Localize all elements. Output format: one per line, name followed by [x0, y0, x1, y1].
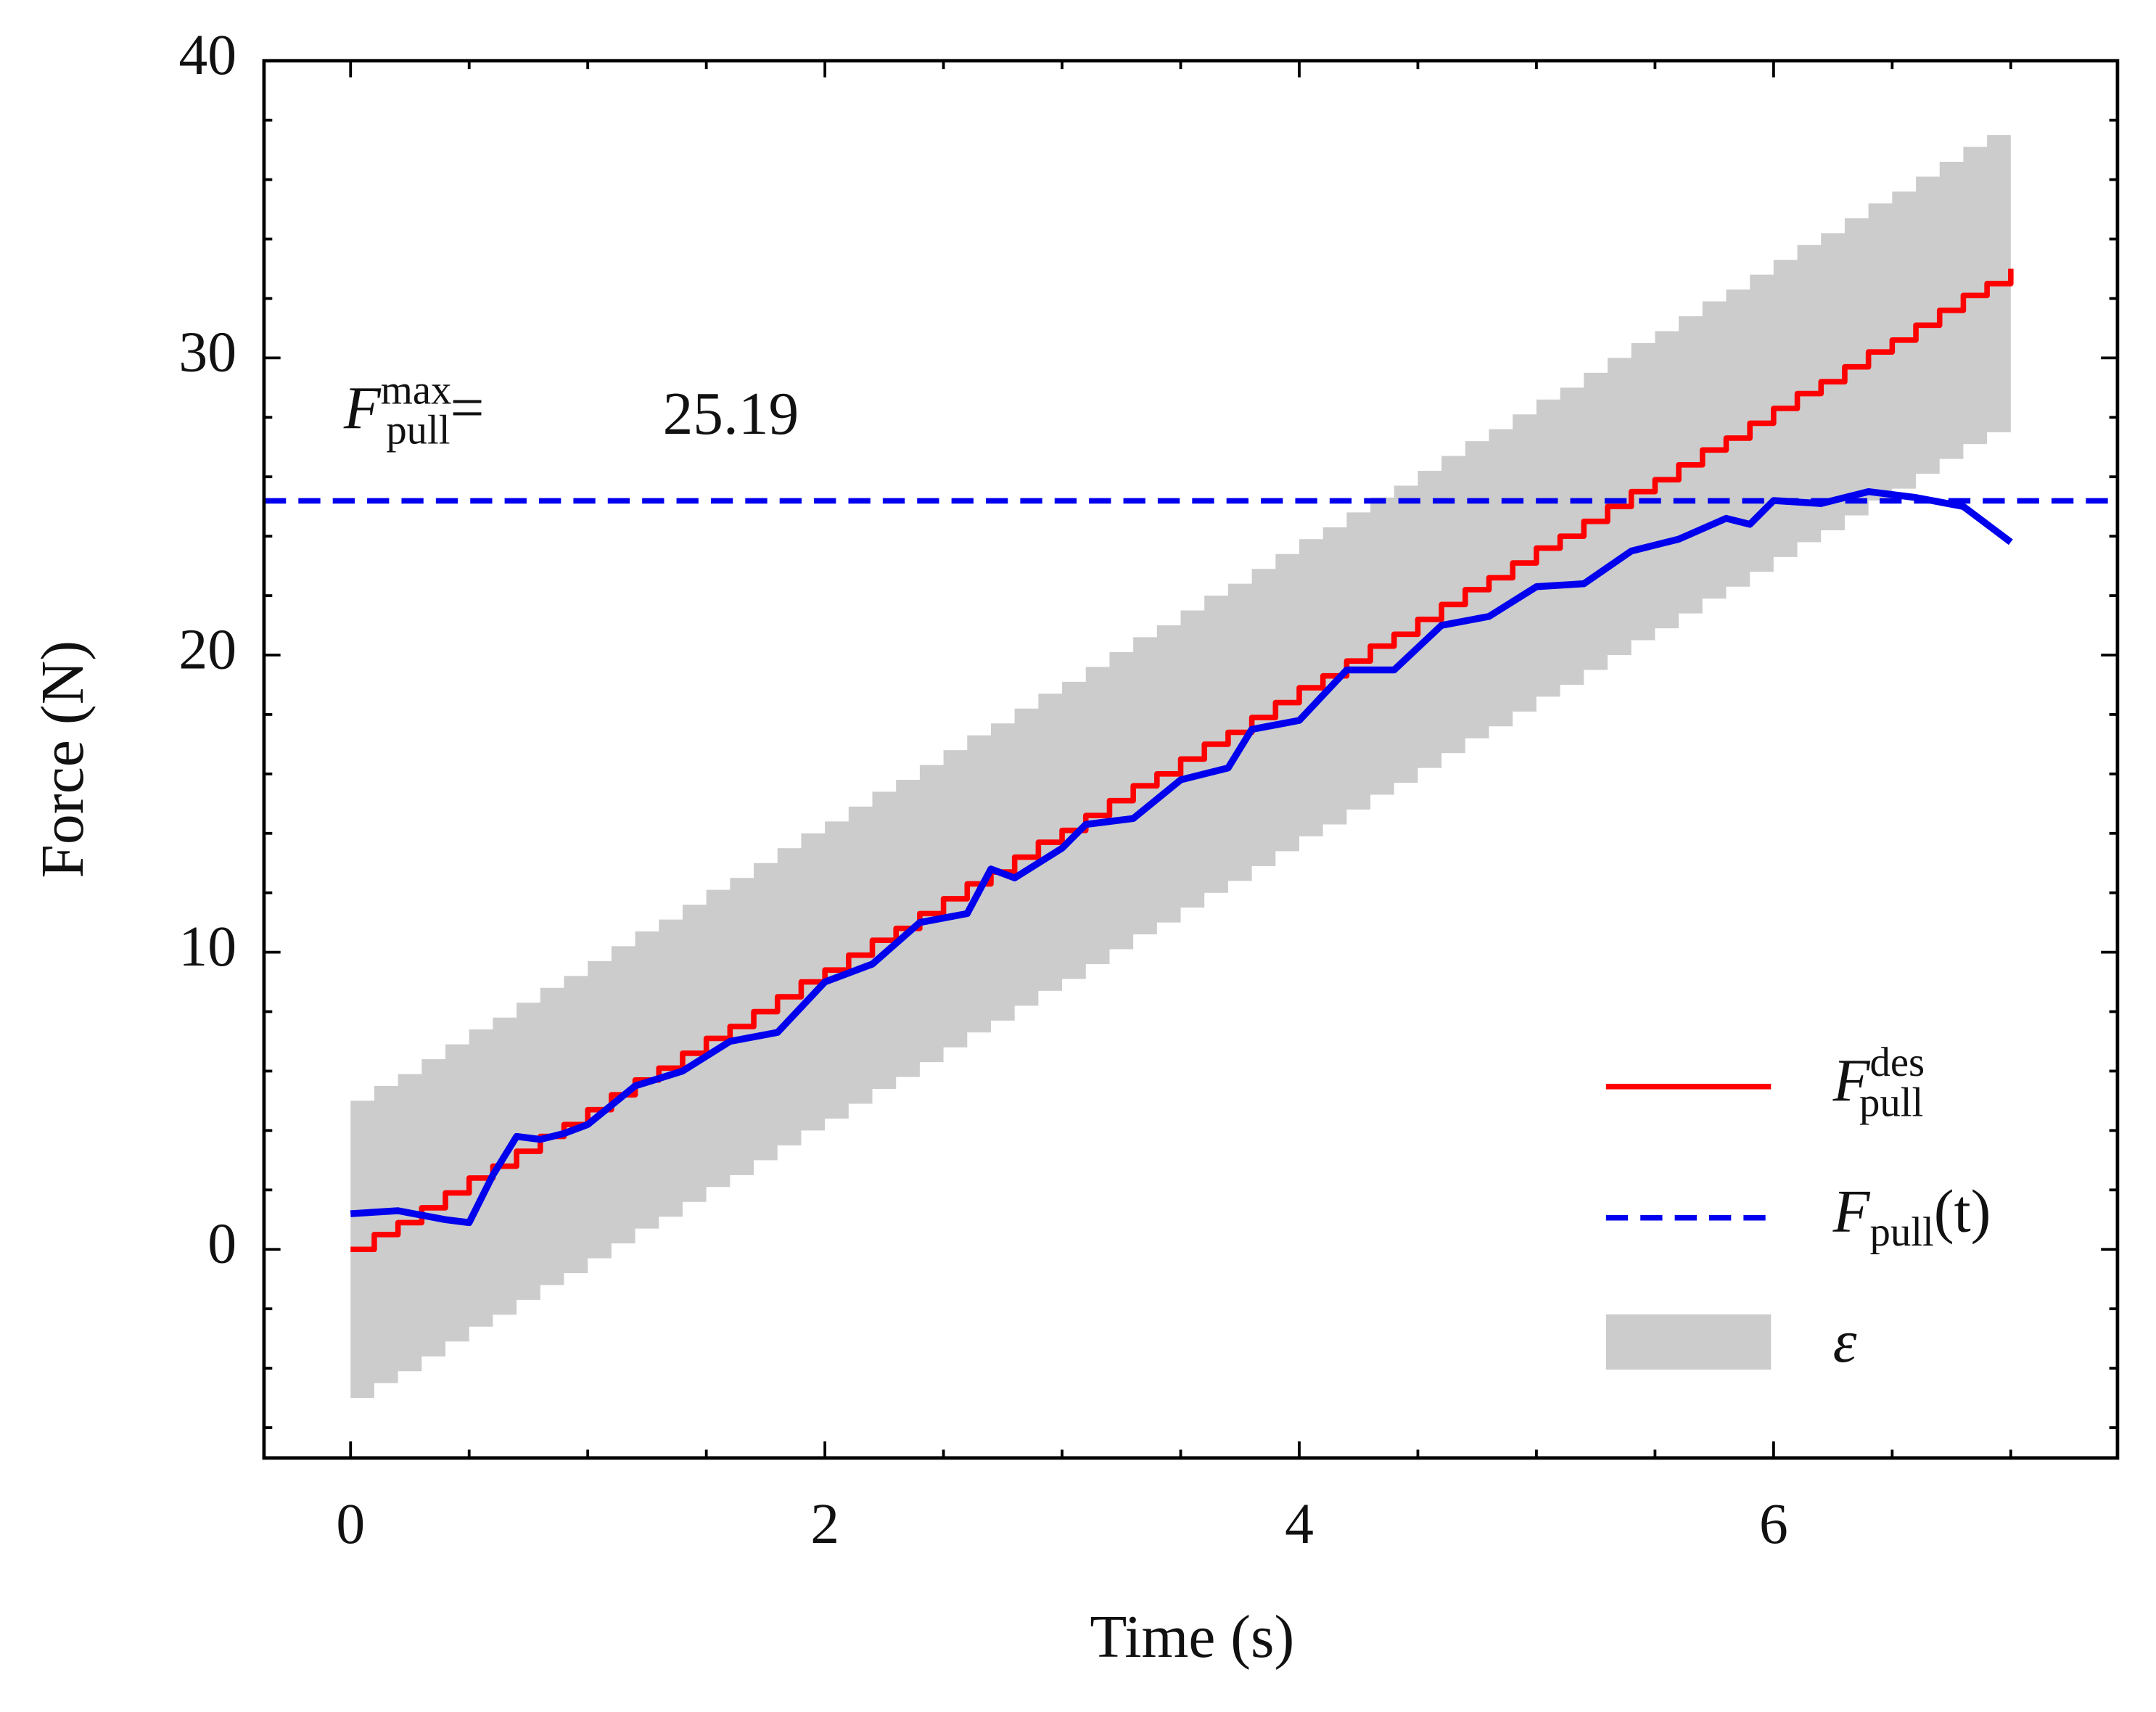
annotation-base: F	[343, 375, 382, 442]
legend-label-suffix: (t)	[1934, 1179, 1991, 1246]
y-tick-label: 0	[207, 1211, 236, 1275]
annotation-value: 25.19	[663, 381, 799, 448]
x-tick-label: 0	[336, 1492, 365, 1556]
legend-label: Fpull(t)	[1832, 1179, 1991, 1255]
legend-label-sup: des	[1870, 1040, 1925, 1085]
legend-label-sub: pull	[1870, 1209, 1934, 1255]
x-tick-label: 4	[1285, 1492, 1314, 1556]
y-tick-label: 20	[178, 617, 236, 681]
legend-label: ε	[1833, 1309, 1857, 1375]
annotation-suffix: =	[450, 375, 485, 442]
legend-label-base: F	[1832, 1179, 1871, 1246]
y-axis-label: Force (N)	[30, 641, 96, 878]
annotation-sub: pull	[386, 408, 450, 453]
annotation-sup: max	[381, 367, 452, 413]
y-tick-label: 30	[178, 321, 236, 384]
legend-label: Fdes pull	[1832, 1040, 1925, 1125]
x-tick-label: 6	[1759, 1492, 1788, 1556]
y-tick-label: 10	[178, 915, 236, 979]
legend-swatch	[1605, 1314, 1772, 1370]
x-axis-label: Time (s)	[1090, 1604, 1294, 1671]
series-line	[350, 487, 2013, 1227]
annotation: Fmax pull=	[343, 367, 485, 453]
y-tick-label: 40	[178, 23, 236, 87]
legend-label-sub: pull	[1859, 1079, 1923, 1125]
legend-label-base: F	[1832, 1048, 1871, 1114]
x-tick-label: 2	[810, 1492, 839, 1556]
plot-frame	[262, 59, 2120, 1460]
